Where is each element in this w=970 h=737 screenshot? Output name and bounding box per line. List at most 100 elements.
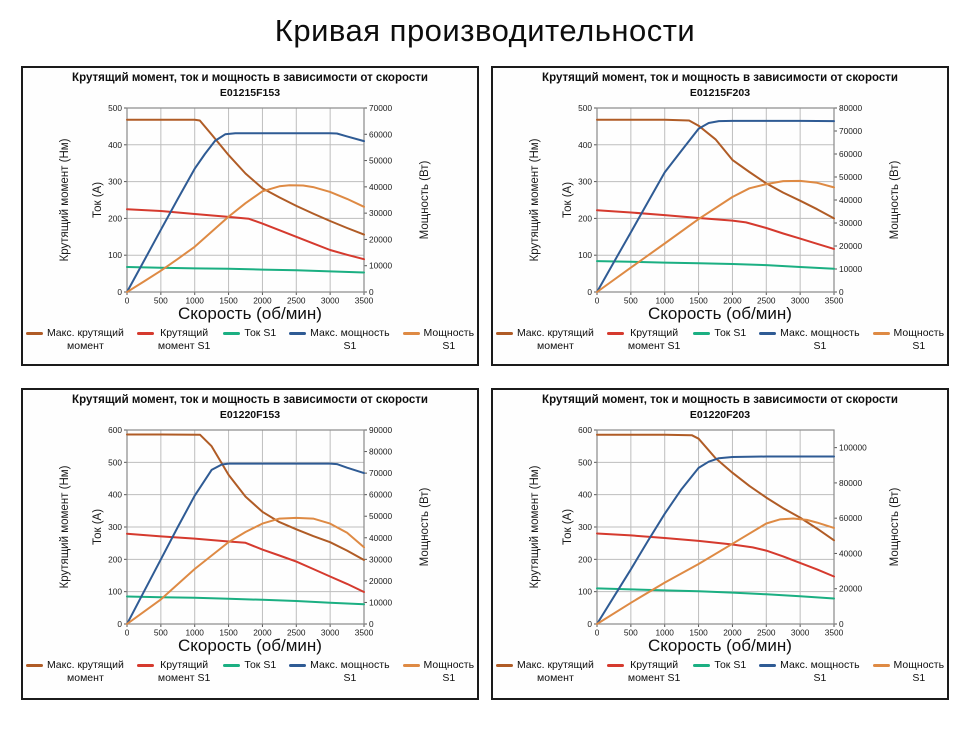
- legend-dash-icon: [495, 664, 513, 668]
- chart-model-label: E01220F203: [689, 408, 751, 421]
- left-tick-label: 600: [578, 425, 592, 435]
- legend-label: Макс. мощность S1: [780, 327, 860, 353]
- chart-panel: Крутящий момент, ток и мощность в зависи…: [491, 388, 949, 700]
- series-line: [126, 433, 365, 561]
- right-tick-label: 30000: [839, 218, 862, 228]
- legend-item: Ток S1: [223, 659, 276, 672]
- x-tick-label: 0: [595, 627, 600, 637]
- chart-model-label: E01215F203: [689, 86, 751, 99]
- legend-label: Макс. крутящий момент: [516, 659, 594, 685]
- left-tick-label: 100: [578, 586, 592, 596]
- x-tick-label: 3500: [355, 627, 374, 637]
- left-tick-label: 300: [108, 176, 122, 186]
- left-tick-label: 200: [578, 213, 592, 223]
- x-tick-label: 3000: [321, 627, 340, 637]
- y-axis-right-title: Мощность (Вт): [419, 487, 431, 566]
- right-tick-label: 70000: [369, 103, 392, 113]
- right-tick-label: 60000: [369, 489, 392, 499]
- legend-item: Крутящий момент S1: [136, 327, 210, 352]
- x-tick-label: 2500: [287, 295, 306, 305]
- y-axis-right-title: Мощность (Вт): [889, 160, 901, 239]
- legend-label: Ток S1: [244, 659, 277, 672]
- left-tick-label: 0: [587, 287, 592, 297]
- legend-dash-icon: [693, 664, 711, 668]
- chart-panel: Крутящий момент, ток и мощность в зависи…: [21, 388, 479, 700]
- x-tick-label: 0: [125, 295, 130, 305]
- x-tick-label: 3500: [355, 295, 374, 305]
- page-title: Кривая производительности: [274, 13, 696, 48]
- left-tick-label: 100: [108, 586, 122, 596]
- left-tick-label: 500: [578, 103, 592, 113]
- right-tick-label: 10000: [839, 264, 862, 274]
- left-tick-label: 400: [578, 489, 592, 499]
- right-tick-label: 50000: [369, 511, 392, 521]
- x-tick-label: 500: [624, 627, 638, 637]
- plot-border: [126, 107, 365, 293]
- series-line: [126, 532, 365, 593]
- x-axis-title: Скорость (об/мин): [648, 303, 792, 323]
- x-tick-label: 1500: [219, 295, 238, 305]
- series-line: [596, 259, 835, 270]
- x-tick-label: 1500: [219, 627, 238, 637]
- legend-dash-icon: [495, 332, 513, 336]
- right-tick-label: 30000: [369, 554, 392, 564]
- chart-plot: 0 100 200 300 400 500 0 500 1000 1500 2000 2500 3000…: [529, 103, 901, 306]
- series-line: [596, 118, 835, 220]
- legend-dash-icon: [606, 664, 624, 668]
- left-tick-label: 500: [108, 457, 122, 467]
- series-line: [126, 516, 365, 625]
- legend-dash-icon: [693, 332, 711, 336]
- series-line: [126, 184, 365, 293]
- legend-item: Макс. крутящий момент: [495, 327, 594, 352]
- chart-plot: 0 100 200 300 400 500 600 0 500 1000 1500 2000 2500 3…: [59, 425, 431, 638]
- x-tick-label: 1500: [689, 295, 708, 305]
- legend-label: Макс. мощность S1: [310, 659, 390, 685]
- legend-label: Макс. мощность S1: [310, 327, 390, 353]
- legend-item: Ток S1: [693, 327, 746, 340]
- x-tick-label: 2000: [253, 295, 272, 305]
- right-tick-label: 0: [369, 287, 374, 297]
- left-tick-label: 300: [578, 176, 592, 186]
- chart-legend: Макс. крутящий момент Крутящий момент S1 Ток…: [493, 327, 947, 352]
- right-tick-label: 90000: [369, 425, 392, 435]
- series-line: [126, 595, 365, 606]
- legend-dash-icon: [289, 664, 307, 668]
- legend-label: Мощность S1: [423, 327, 475, 353]
- series-line: [126, 207, 365, 260]
- x-tick-label: 3500: [825, 627, 844, 637]
- series-line: [596, 119, 835, 293]
- y-axis-left-title-2: Ток (А): [562, 509, 574, 545]
- chart-title: Крутящий момент, ток и мощность в зависи…: [542, 394, 898, 406]
- right-tick-label: 80000: [369, 446, 392, 456]
- right-tick-label: 60000: [369, 129, 392, 139]
- legend-label: Мощность S1: [893, 327, 945, 353]
- x-tick-label: 3500: [825, 295, 844, 305]
- chart-legend: Макс. крутящий момент Крутящий момент S1 Ток…: [493, 659, 947, 684]
- left-tick-label: 0: [587, 619, 592, 629]
- left-tick-label: 400: [108, 489, 122, 499]
- series-line: [126, 131, 365, 293]
- x-tick-label: 3000: [791, 295, 810, 305]
- x-tick-label: 2500: [757, 295, 776, 305]
- left-tick-label: 0: [117, 287, 122, 297]
- series-line: [596, 433, 835, 542]
- y-axis-left-title: Крутящий момент (Нм): [529, 465, 541, 588]
- right-tick-label: 30000: [369, 208, 392, 218]
- left-tick-label: 200: [108, 213, 122, 223]
- chart-title: Крутящий момент, ток и мощность в зависи…: [72, 394, 428, 406]
- right-tick-label: 50000: [369, 155, 392, 165]
- legend-item: Мощность S1: [402, 659, 475, 685]
- y-axis-left-title-2: Ток (А): [92, 509, 104, 545]
- legend-dash-icon: [402, 664, 420, 668]
- y-axis-left-title-2: Ток (А): [562, 182, 574, 218]
- left-tick-label: 0: [117, 619, 122, 629]
- right-tick-label: 10000: [369, 597, 392, 607]
- right-tick-label: 20000: [369, 234, 392, 244]
- right-tick-label: 20000: [369, 576, 392, 586]
- x-tick-label: 1500: [689, 627, 708, 637]
- legend-label: Ток S1: [714, 659, 747, 672]
- legend-item: Ток S1: [693, 659, 746, 672]
- legend-label: Мощность S1: [423, 659, 475, 685]
- chart-legend: Макс. крутящий момент Крутящий момент S1 Ток…: [23, 327, 477, 352]
- y-axis-right-title: Мощность (Вт): [419, 160, 431, 239]
